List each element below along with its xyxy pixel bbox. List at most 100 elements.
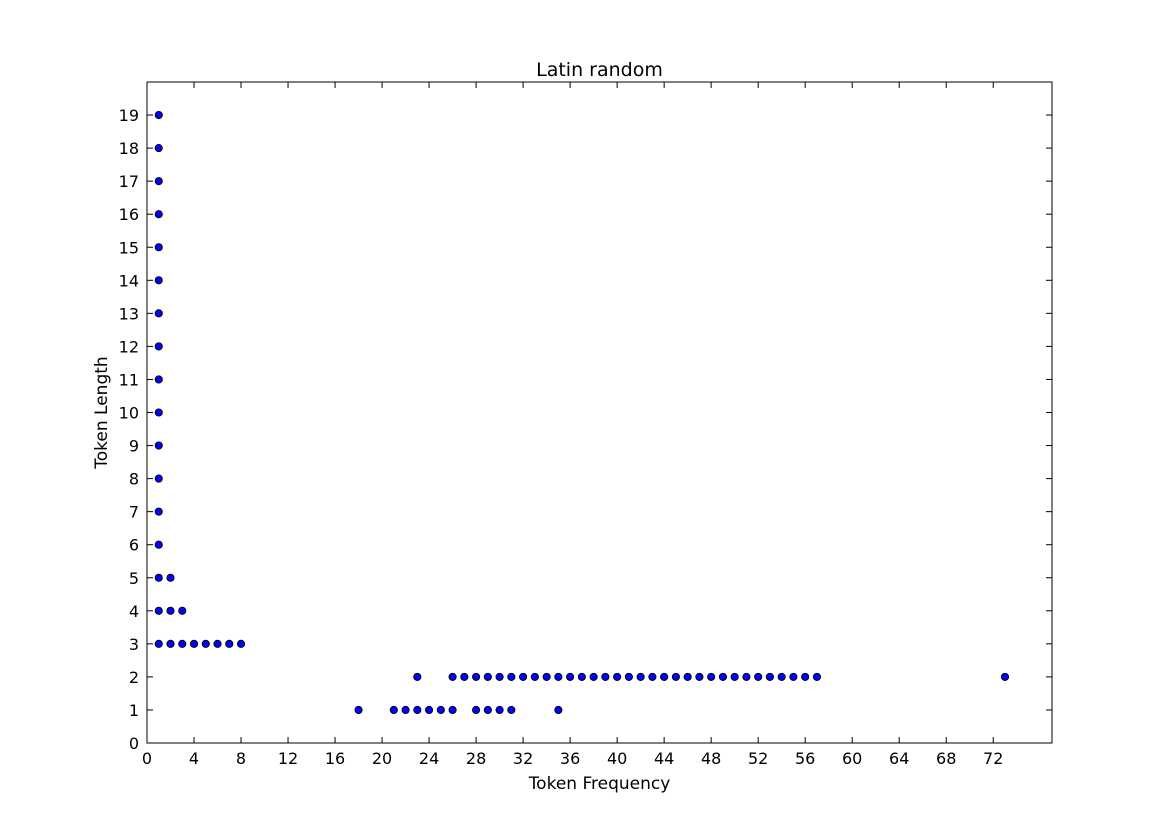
data-point xyxy=(154,375,163,384)
x-tick-label: 28 xyxy=(466,749,486,768)
data-point xyxy=(624,672,633,681)
data-point xyxy=(154,144,163,153)
data-point xyxy=(166,639,175,648)
data-point xyxy=(589,672,598,681)
data-point xyxy=(401,705,410,715)
x-tick-label: 12 xyxy=(278,749,298,768)
data-point xyxy=(436,705,445,715)
data-point xyxy=(154,474,163,483)
y-tick-label: 18 xyxy=(119,139,139,158)
y-tick-label: 4 xyxy=(129,602,139,621)
data-point xyxy=(154,606,163,615)
data-point xyxy=(648,672,657,681)
y-tick-label: 3 xyxy=(129,635,139,654)
data-point xyxy=(801,672,810,681)
x-tick-label: 0 xyxy=(142,749,152,768)
y-axis-label: Token Length xyxy=(92,356,112,469)
data-point xyxy=(389,705,398,715)
data-point xyxy=(178,606,187,615)
y-tick-label: 2 xyxy=(129,668,139,687)
data-point xyxy=(742,672,751,681)
data-point xyxy=(636,672,645,681)
data-point xyxy=(154,111,163,120)
data-point xyxy=(154,408,163,417)
y-tick-label: 15 xyxy=(119,238,139,257)
y-tick-label: 0 xyxy=(129,734,139,753)
data-point xyxy=(765,672,774,681)
data-point xyxy=(495,672,504,681)
y-tick-label: 10 xyxy=(119,404,139,423)
y-tick-label: 12 xyxy=(119,337,139,356)
data-point xyxy=(154,639,163,648)
data-point xyxy=(601,672,610,681)
data-point xyxy=(695,672,704,681)
data-point xyxy=(660,672,669,681)
data-point xyxy=(154,540,163,549)
y-tick-label: 13 xyxy=(119,304,139,323)
data-point xyxy=(671,672,680,681)
data-point xyxy=(154,507,163,516)
data-point xyxy=(683,672,692,681)
data-point xyxy=(507,705,516,715)
data-point xyxy=(460,672,469,681)
data-point xyxy=(542,672,551,681)
x-tick-label: 60 xyxy=(842,749,862,768)
data-point xyxy=(754,672,763,681)
x-tick-label: 44 xyxy=(654,749,674,768)
data-point xyxy=(236,639,246,648)
data-point xyxy=(448,672,457,681)
data-point xyxy=(812,672,821,681)
y-tick-label: 6 xyxy=(129,536,139,555)
x-axis-label: Token Frequency xyxy=(528,774,671,794)
y-tick-label: 17 xyxy=(119,172,139,191)
data-point xyxy=(425,705,434,715)
data-point xyxy=(554,705,563,715)
y-tick-label: 5 xyxy=(129,569,139,588)
data-point xyxy=(178,639,187,648)
y-tick-label: 14 xyxy=(119,271,139,290)
x-tick-label: 40 xyxy=(607,749,627,768)
data-point xyxy=(730,672,739,681)
chart-title: Latin random xyxy=(536,59,663,81)
data-point xyxy=(718,672,727,681)
data-point xyxy=(189,639,199,648)
data-point xyxy=(483,672,492,681)
data-point xyxy=(154,573,163,582)
data-point xyxy=(777,672,786,681)
data-point xyxy=(577,672,586,681)
y-tick-label: 8 xyxy=(129,470,139,489)
data-point xyxy=(154,210,163,219)
data-point xyxy=(154,276,163,285)
axis-ticks: 0 4 8 12 16 20 24 28 32 36 40 44 48 52 56 60 64 68 7201234… xyxy=(119,82,1052,768)
x-tick-label: 56 xyxy=(795,749,815,768)
x-tick-label: 20 xyxy=(372,749,392,768)
x-tick-label: 48 xyxy=(701,749,721,768)
x-tick-label: 68 xyxy=(936,749,956,768)
data-point xyxy=(201,639,210,648)
data-point xyxy=(154,342,163,351)
x-tick-label: 64 xyxy=(889,749,909,768)
data-point xyxy=(154,309,163,318)
y-tick-label: 16 xyxy=(119,205,139,224)
data-point xyxy=(1000,672,1010,681)
y-tick-label: 11 xyxy=(119,370,139,389)
y-tick-label: 1 xyxy=(129,701,139,720)
data-point xyxy=(154,177,163,186)
y-tick-label: 7 xyxy=(129,503,139,522)
y-tick-label: 19 xyxy=(119,106,139,125)
data-point xyxy=(448,705,457,715)
data-point xyxy=(519,672,528,681)
data-point xyxy=(707,672,716,681)
data-point xyxy=(354,705,363,715)
data-point xyxy=(225,639,234,648)
data-point xyxy=(472,705,481,715)
x-tick-label: 4 xyxy=(189,749,199,768)
data-point xyxy=(613,672,622,681)
data-point xyxy=(413,705,422,715)
x-tick-label: 72 xyxy=(983,749,1003,768)
data-point xyxy=(166,606,175,615)
data-point xyxy=(154,441,163,450)
